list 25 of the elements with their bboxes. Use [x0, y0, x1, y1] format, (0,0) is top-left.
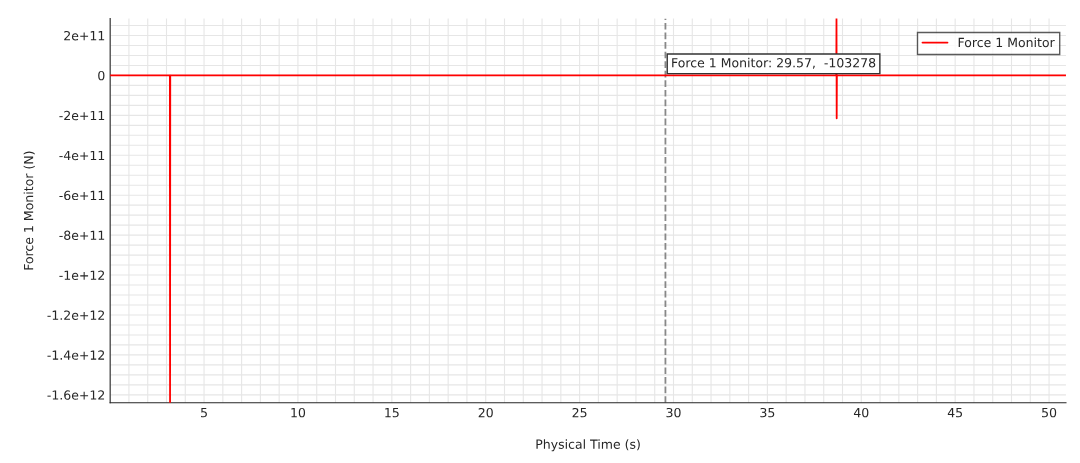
x-tick-label: 10	[291, 407, 306, 418]
x-tick-label: 40	[853, 407, 869, 418]
x-tick-label: 50	[1042, 407, 1057, 418]
y-tick-label: 2e+11	[64, 30, 105, 41]
annotation: Force 1 Monitor: 29.57, -103278	[672, 57, 876, 69]
x-tick-label: 20	[478, 407, 493, 418]
y-tick-label: -8e+11	[59, 230, 105, 241]
line-series	[110, 18, 1066, 403]
y-tick-label: -4e+11	[59, 150, 105, 161]
y-tick-label: 0	[98, 70, 105, 81]
x-axis-title: Physical Time (s)	[536, 439, 640, 452]
x-tick-label: 5	[201, 408, 207, 418]
y-tick-label: -1e+12	[59, 270, 105, 280]
y-tick-label: -6e+11	[59, 190, 105, 201]
y-tick-label: -1.6e+12	[47, 390, 105, 400]
x-tick-label: 35	[760, 407, 775, 418]
y-tick-label: -1.2e+12	[47, 310, 105, 320]
x-tick-label: 30	[666, 407, 681, 418]
y-axis-title: Force 1 Monitor (N)	[23, 151, 35, 270]
legend-label: Force 1 Monitor	[958, 37, 1055, 48]
y-tick-label: -1.4e+12	[47, 350, 105, 360]
x-tick-label: 15	[385, 408, 399, 418]
x-tick-label: 45	[947, 408, 963, 418]
x-tick-label: 25	[572, 407, 587, 418]
y-tick-label: -2e+11	[59, 110, 105, 121]
